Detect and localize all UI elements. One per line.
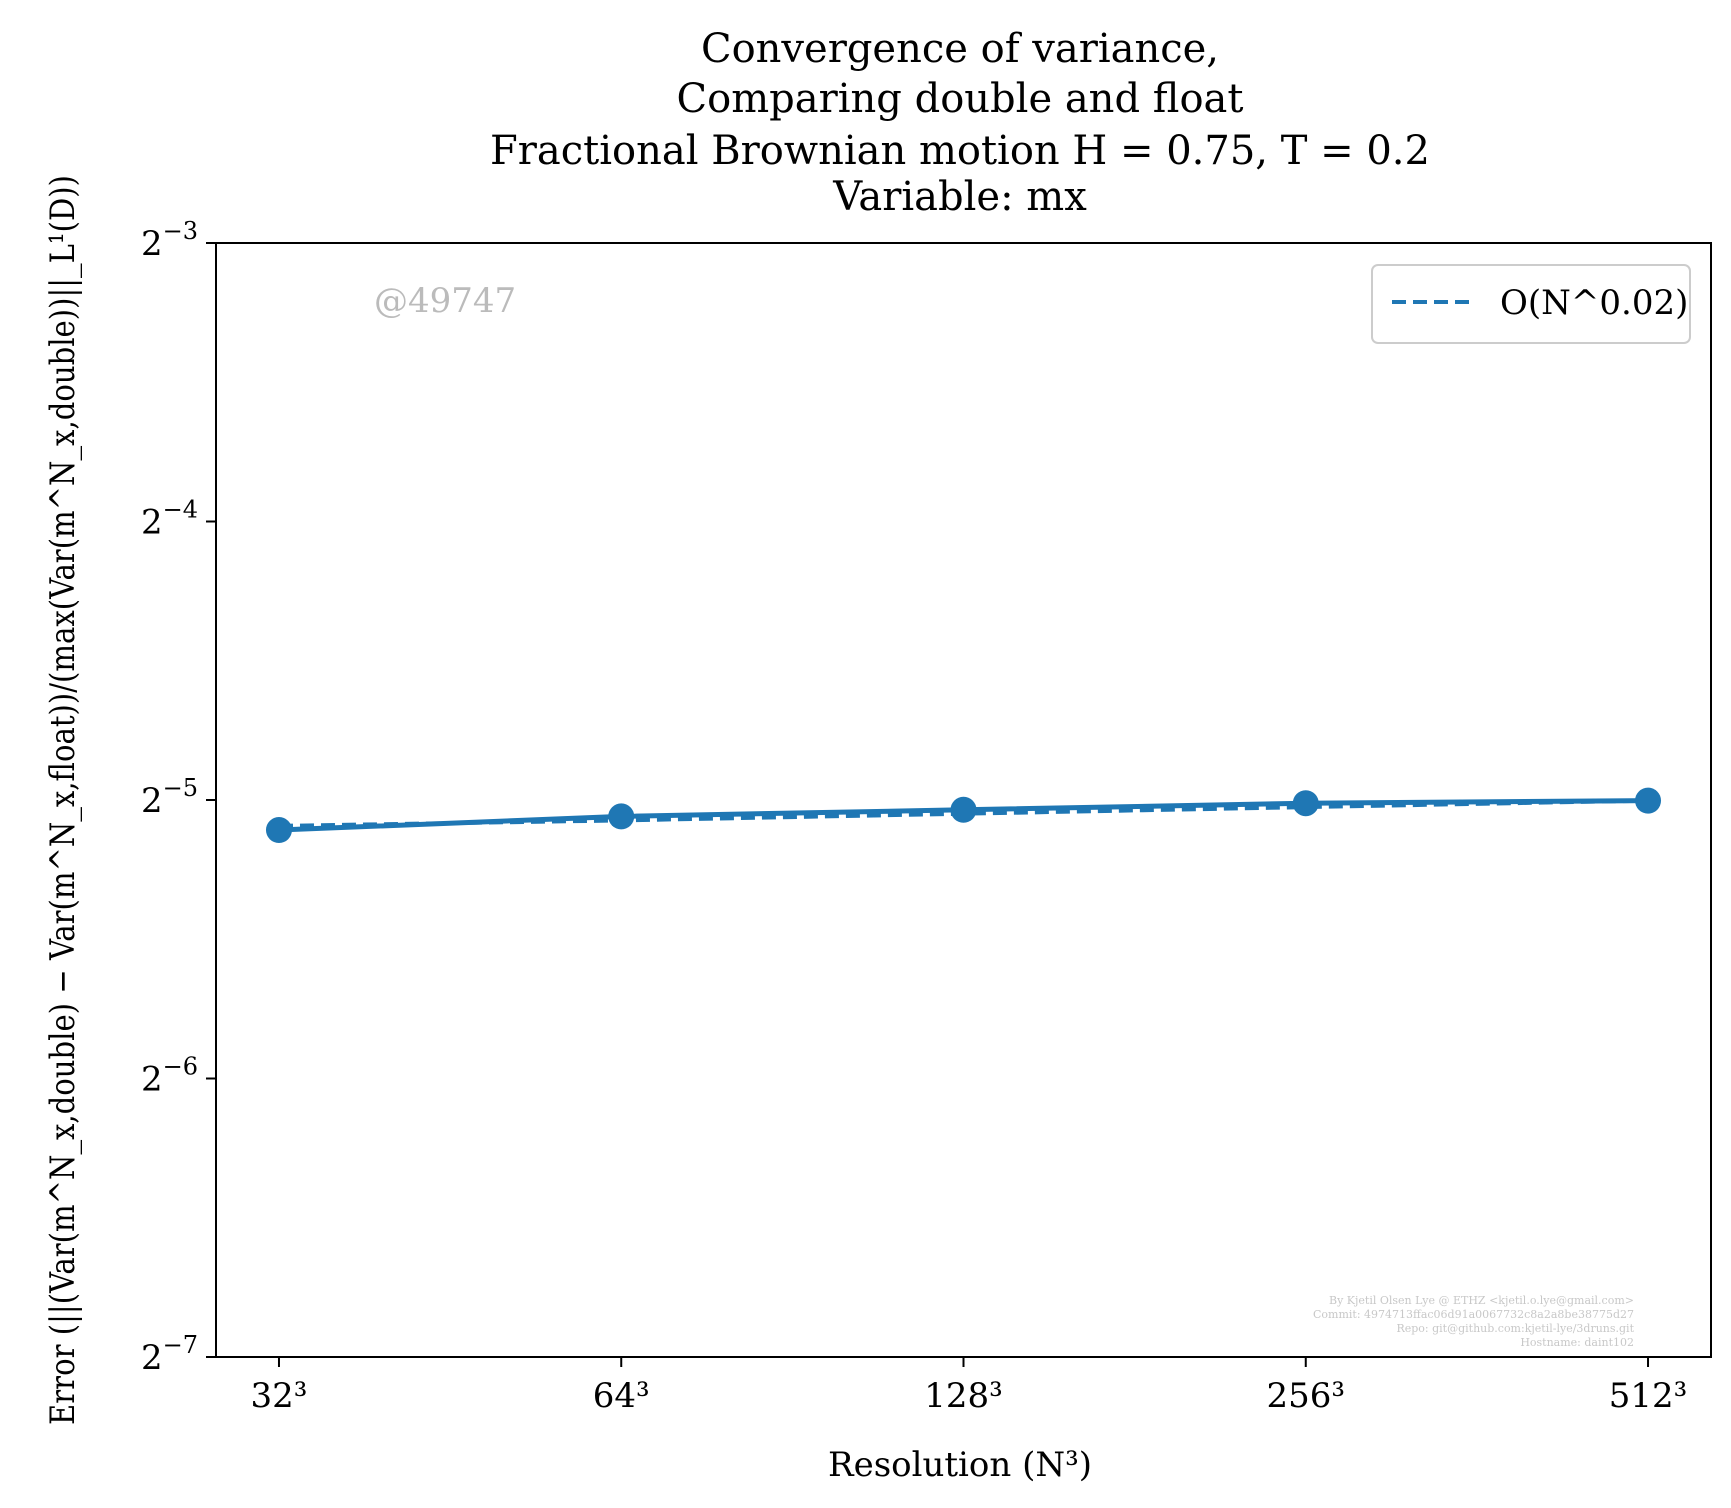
- x-tick-label: 512³: [1609, 1376, 1688, 1416]
- x-tick-label: 256³: [1266, 1376, 1345, 1416]
- x-tick-label: 64³: [593, 1376, 650, 1416]
- y-tick-label: 2−6: [141, 1053, 198, 1100]
- chart-title-line-1: Convergence of variance,: [701, 26, 1219, 72]
- footer-line-4: Hostname: daint102: [1520, 1336, 1634, 1349]
- x-tick-label: 128³: [924, 1376, 1003, 1416]
- footer-line-2: Commit: 4974713ffac06d91a0067732c8a2a8be…: [1313, 1308, 1634, 1321]
- footer: By Kjetil Olsen Lye @ ETHZ <kjetil.o.lye…: [1313, 1294, 1635, 1349]
- chart-title-line-3: Fractional Brownian motion H = 0.75, T =…: [490, 128, 1430, 174]
- legend-label: O(N^0.02): [1500, 283, 1688, 323]
- y-axis-ticks: 2−7 2−6 2−5 2−4 2−3: [141, 217, 216, 1378]
- watermark: @49747: [374, 281, 516, 321]
- y-tick-label: 2−4: [141, 496, 198, 543]
- y-tick-label: 2−3: [141, 217, 198, 264]
- x-tick-label: 32³: [251, 1376, 308, 1416]
- x-axis-ticks: 32³ 64³ 128³ 256³ 512³: [251, 1357, 1688, 1416]
- legend-box: [1371, 264, 1691, 344]
- data-point: [265, 817, 292, 844]
- y-tick-label: 2−7: [141, 1331, 198, 1378]
- data-point: [1292, 790, 1319, 817]
- y-tick-label: 2−5: [141, 774, 198, 821]
- x-axis-label: Resolution (N³): [828, 1445, 1092, 1485]
- legend: O(N^0.02): [1371, 264, 1691, 344]
- chart-title-line-2: Comparing double and float: [677, 76, 1244, 122]
- y-axis-label: Error (||(Var(m^N_x,double) − Var(m^N_x,…: [43, 175, 83, 1425]
- data-point: [950, 796, 977, 823]
- data-point: [1635, 787, 1662, 814]
- chart-title-line-4: Variable: mx: [832, 174, 1087, 220]
- footer-line-1: By Kjetil Olsen Lye @ ETHZ <kjetil.o.lye…: [1329, 1294, 1634, 1307]
- series-layer: [265, 787, 1662, 844]
- data-point: [608, 803, 635, 830]
- footer-line-3: Repo: git@github.com:kjetil-lye/3druns.g…: [1396, 1322, 1634, 1335]
